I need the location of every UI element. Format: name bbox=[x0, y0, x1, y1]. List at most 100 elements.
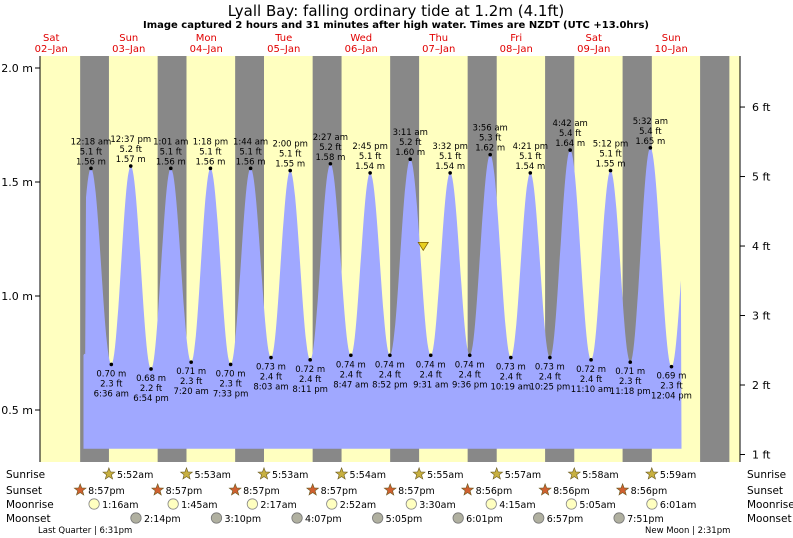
day-date: 03–Jan bbox=[112, 44, 145, 55]
high-tide-feet: 5.1 ft bbox=[439, 152, 462, 162]
moonrise-time: 2:17am bbox=[260, 500, 296, 511]
low-tide-feet: 2.4 ft bbox=[379, 370, 402, 380]
sunrise-icon bbox=[567, 466, 582, 480]
moonrise-time: 2:52am bbox=[340, 500, 376, 511]
high-tide-time: 1:44 am bbox=[233, 137, 268, 147]
high-tide-time: 3:11 am bbox=[393, 128, 428, 138]
tide-curve bbox=[83, 147, 682, 449]
high-tide-metres: 1.60 m bbox=[395, 148, 425, 158]
low-tide-point bbox=[509, 355, 513, 360]
low-tide-point bbox=[589, 358, 593, 362]
day-date: 09–Jan bbox=[577, 44, 610, 55]
plot-frame bbox=[39, 56, 741, 462]
sunset-icon bbox=[150, 482, 165, 496]
high-tide-feet: 5.4 ft bbox=[559, 129, 582, 139]
high-tide-metres: 1.65 m bbox=[635, 137, 665, 147]
low-tide-metres: 0.74 m bbox=[455, 360, 485, 370]
moonset-icon bbox=[210, 512, 223, 524]
low-tide-feet: 2.4 ft bbox=[539, 373, 562, 383]
high-tide-metres: 1.56 m bbox=[236, 157, 266, 167]
sun-moon-rows: Sunrise Sunrise Sunset Sunset Moonrise Moonri… bbox=[6, 466, 793, 536]
chart-title: Lyall Bay: falling ordinary tide at 1.2m… bbox=[228, 2, 564, 20]
sunset-icon bbox=[383, 482, 397, 496]
sunset-icon bbox=[615, 482, 630, 496]
sunrise-time: 5:57am bbox=[505, 470, 541, 481]
high-tide-point bbox=[328, 161, 333, 166]
day-date: 04–Jan bbox=[190, 44, 223, 55]
day-name: Tue bbox=[274, 33, 292, 44]
sunset-time: 8:56pm bbox=[631, 486, 668, 497]
high-tide-feet: 5.1 ft bbox=[160, 147, 183, 157]
sunset-time: 8:57pm bbox=[88, 486, 125, 497]
high-tide-point bbox=[208, 166, 213, 171]
y-axis-right: 1 ft 2 ft 3 ft 4 ft 5 ft 6 ft bbox=[740, 101, 771, 462]
moonrise-icon bbox=[565, 498, 578, 510]
y-axis-left: 0.5 m 1.0 m 1.5 m 2.0 m bbox=[1, 62, 40, 417]
low-tide-feet: 2.4 ft bbox=[260, 373, 283, 383]
moonset-time: 2:14pm bbox=[144, 514, 181, 525]
low-tide-metres: 0.73 m bbox=[535, 363, 565, 373]
day-name: Sat bbox=[586, 33, 602, 44]
high-tide-metres: 1.64 m bbox=[555, 139, 585, 149]
high-tide-feet: 5.1 ft bbox=[519, 152, 542, 162]
sunrise-icon bbox=[257, 466, 271, 480]
low-tide-metres: 0.69 m bbox=[657, 372, 687, 382]
high-tide-time: 1:01 am bbox=[153, 137, 188, 147]
row-label-right: Moonrise bbox=[747, 499, 793, 511]
low-tide-feet: 2.3 ft bbox=[619, 377, 642, 387]
high-tide-metres: 1.55 m bbox=[275, 160, 305, 170]
tide-area bbox=[83, 147, 682, 449]
sunrise-time: 5:55am bbox=[427, 470, 463, 481]
y-left-tick-label: 0.5 m bbox=[1, 404, 33, 417]
low-tide-time: 8:47 am bbox=[333, 380, 368, 390]
moonset-time: 6:01pm bbox=[466, 514, 503, 525]
sunrise-time: 5:53am bbox=[194, 470, 230, 481]
high-tide-point bbox=[648, 146, 653, 150]
night-band bbox=[700, 56, 730, 462]
low-tide-time: 8:11 pm bbox=[292, 385, 327, 395]
sunrise-time: 5:54am bbox=[350, 470, 386, 481]
moonset-icon bbox=[452, 512, 464, 524]
low-tide-metres: 0.68 m bbox=[136, 374, 166, 384]
current-tide-marker bbox=[417, 242, 429, 252]
moonset-icon bbox=[533, 512, 545, 524]
moonrise-time: 6:01am bbox=[660, 500, 696, 511]
low-tide-feet: 2.4 ft bbox=[459, 370, 482, 380]
moonset-time: 5:05pm bbox=[386, 514, 423, 525]
high-tide-metres: 1.56 m bbox=[76, 157, 106, 167]
moonset-time: 6:57pm bbox=[547, 514, 584, 525]
high-tide-point bbox=[528, 171, 533, 175]
moon-phase-last-quarter: Last Quarter | 6:31pm bbox=[38, 526, 132, 536]
low-tide-point bbox=[669, 364, 674, 369]
high-tide-feet: 5.2 ft bbox=[120, 145, 143, 155]
y-right-tick-label: 3 ft bbox=[752, 310, 771, 323]
high-tide-point bbox=[568, 148, 572, 152]
low-tide-feet: 2.4 ft bbox=[500, 373, 523, 383]
day-name: Thu bbox=[428, 33, 448, 44]
high-tide-metres: 1.56 m bbox=[195, 157, 225, 167]
low-tide-point bbox=[428, 353, 433, 358]
sunset-icon bbox=[73, 482, 87, 496]
moonset-icon bbox=[613, 512, 625, 524]
sunset-time: 8:56pm bbox=[476, 486, 513, 497]
high-tide-time: 2:00 pm bbox=[272, 140, 307, 150]
high-tide-metres: 1.54 m bbox=[355, 162, 385, 172]
high-tide-time: 12:37 pm bbox=[110, 135, 151, 145]
sunset-icon bbox=[460, 482, 475, 496]
low-tide-metres: 0.73 m bbox=[496, 363, 526, 373]
sunrise-time: 5:59am bbox=[660, 470, 696, 481]
low-tide-point bbox=[388, 353, 392, 358]
high-tide-metres: 1.54 m bbox=[515, 162, 545, 172]
moonset-icon bbox=[291, 512, 303, 524]
day-name: Sun bbox=[662, 33, 681, 44]
row-label-left: Sunrise bbox=[6, 469, 45, 481]
low-tide-time: 12:04 pm bbox=[651, 392, 692, 402]
moonrise-icon bbox=[167, 498, 179, 510]
y-right-tick-label: 1 ft bbox=[752, 449, 771, 462]
moonset-time: 4:07pm bbox=[305, 514, 342, 525]
sunrise-time: 5:52am bbox=[117, 470, 153, 481]
y-left-tick-label: 2.0 m bbox=[1, 62, 33, 75]
high-tide-time: 5:12 pm bbox=[593, 140, 628, 150]
chart-subtitle: Image captured 2 hours and 31 minutes af… bbox=[143, 20, 649, 31]
sunrise-icon bbox=[412, 466, 426, 480]
